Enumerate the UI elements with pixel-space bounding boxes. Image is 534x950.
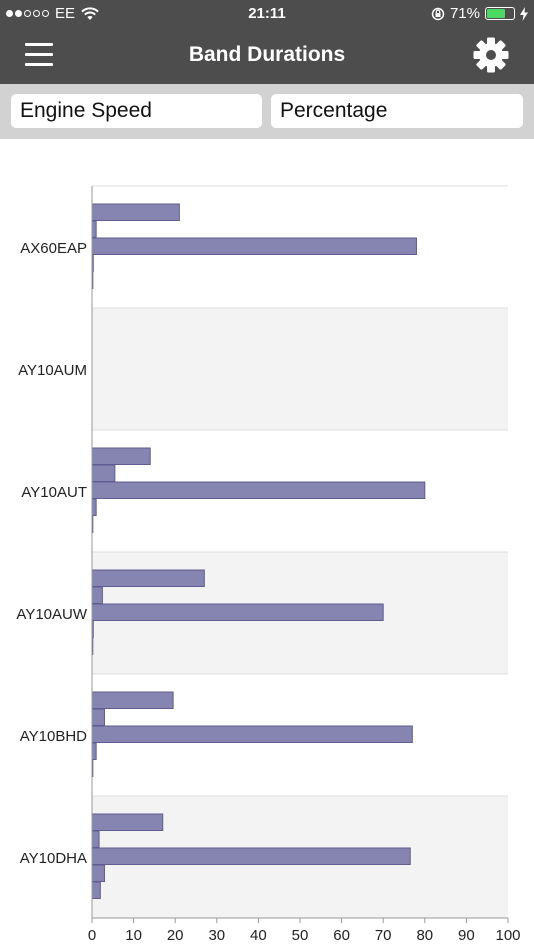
x-tick-label: 50 xyxy=(292,927,309,944)
charging-icon xyxy=(520,6,528,21)
x-tick-label: 40 xyxy=(250,927,267,944)
nav-bar: Band Durations xyxy=(0,28,534,84)
unit-select[interactable]: Percentage xyxy=(271,94,523,128)
menu-button[interactable] xyxy=(22,40,56,70)
chart-bar xyxy=(91,237,417,255)
status-bar: EE 21:11 71% xyxy=(0,0,534,28)
carrier-name: EE xyxy=(55,5,76,22)
chart-bar xyxy=(91,481,426,499)
chart-bar xyxy=(91,881,101,899)
x-tick-label: 70 xyxy=(375,927,392,944)
category-label: AY10AUT xyxy=(21,484,87,501)
category-label: AY10DHA xyxy=(20,850,87,867)
page-title: Band Durations xyxy=(188,43,346,66)
chart-bar xyxy=(91,203,180,221)
x-tick-label: 10 xyxy=(125,927,142,944)
chart-bar xyxy=(91,708,105,726)
category-band xyxy=(92,308,508,430)
status-time: 21:11 xyxy=(248,5,286,22)
signal-strength-icon xyxy=(6,10,49,17)
x-tick-label: 60 xyxy=(333,927,350,944)
battery-icon xyxy=(485,7,515,20)
chart-bar xyxy=(91,464,116,482)
x-tick-label: 30 xyxy=(208,927,225,944)
metric-select[interactable]: Engine Speed xyxy=(11,94,262,128)
x-tick-label: 80 xyxy=(416,927,433,944)
orientation-lock-icon xyxy=(431,7,445,20)
signal-dot xyxy=(6,10,13,17)
category-label: AY10AUW xyxy=(16,606,87,623)
x-tick-label: 20 xyxy=(167,927,184,944)
chart-bar xyxy=(91,447,151,465)
wifi-icon xyxy=(81,6,99,20)
chart-bar xyxy=(91,569,205,587)
chart-bar xyxy=(91,864,105,882)
chart-bar xyxy=(91,586,103,604)
chart-bar xyxy=(91,220,97,238)
category-label: AX60EAP xyxy=(20,240,87,257)
signal-dot xyxy=(15,10,22,17)
band-duration-chart: AX60EAP AY10AUM AY10AUT AY10AUW AY10BHD AY10D… xyxy=(16,185,521,944)
chart-bar xyxy=(91,603,384,621)
chart-bar xyxy=(91,691,174,709)
signal-dot xyxy=(42,10,49,17)
chart-bar xyxy=(91,813,164,831)
battery-percent: 71% xyxy=(449,5,480,22)
chart-bar xyxy=(91,498,97,516)
x-tick-label: 90 xyxy=(458,927,475,944)
category-label: AY10AUM xyxy=(18,362,87,379)
x-tick-label: 100 xyxy=(495,927,520,944)
chart-bar xyxy=(91,725,413,743)
settings-button[interactable] xyxy=(472,36,510,74)
gear-icon xyxy=(473,37,509,73)
filter-bar: Engine Speed Percentage xyxy=(0,84,534,139)
category-label: AY10BHD xyxy=(20,728,87,745)
signal-dot xyxy=(24,10,31,17)
chart-bar xyxy=(91,847,411,865)
chart-bar xyxy=(91,742,97,760)
signal-dot xyxy=(33,10,40,17)
chart-bar xyxy=(91,830,100,848)
x-tick-label: 0 xyxy=(88,927,96,944)
